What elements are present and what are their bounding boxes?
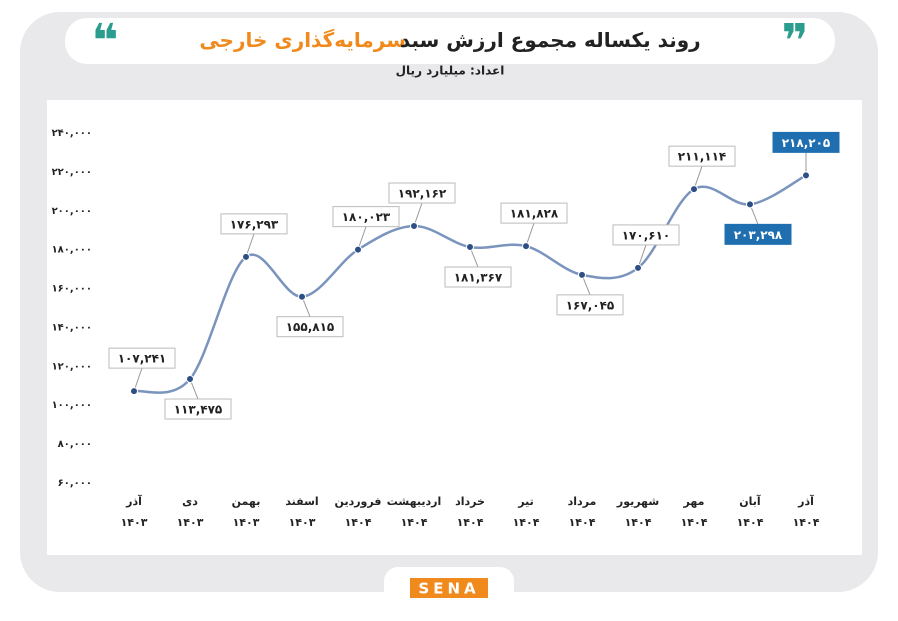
y-tick-label: ۱۶۰,۰۰۰ xyxy=(52,284,92,295)
label-box xyxy=(772,131,840,153)
x-tick-year: ۱۴۰۳ xyxy=(121,516,148,529)
label-leader xyxy=(357,226,367,250)
x-tick-label: خرداد xyxy=(455,495,485,508)
y-tick-label: ۱۸۰,۰۰۰ xyxy=(52,245,92,256)
point xyxy=(354,245,362,254)
title-box xyxy=(65,18,835,64)
plot-area xyxy=(47,100,862,555)
x-tick-label: فروردین xyxy=(335,495,382,508)
label-box xyxy=(724,223,792,245)
y-tick-label: ۱۲۰,۰۰۰ xyxy=(52,361,92,372)
point xyxy=(746,200,754,209)
label-leader xyxy=(133,367,143,392)
quote-mark: ❞ xyxy=(782,14,809,68)
point xyxy=(690,185,698,194)
value-label: ۱۸۱,۸۲۸ xyxy=(510,207,559,221)
x-tick-year: ۱۴۰۴ xyxy=(793,516,820,529)
y-tick-label: ۲۲۰,۰۰۰ xyxy=(52,167,92,178)
label-box xyxy=(556,294,624,316)
label-box xyxy=(612,224,680,246)
x-tick-label: شهریور xyxy=(616,495,659,508)
label-leader xyxy=(637,244,647,269)
x-tick-label: آذر xyxy=(125,494,142,508)
value-label: ۱۷۶,۲۹۳ xyxy=(230,217,279,231)
y-tick-label: ۶۰,۰۰۰ xyxy=(58,478,92,489)
point xyxy=(298,292,306,301)
label-box xyxy=(668,145,736,167)
chart-title-highlight: سرمایه‌گذاری خارجی xyxy=(199,28,406,52)
x-tick-year: ۱۴۰۴ xyxy=(513,516,540,529)
point xyxy=(802,171,810,180)
point xyxy=(466,243,474,252)
x-tick-label: تیر xyxy=(517,495,533,508)
label-box xyxy=(108,347,176,369)
point xyxy=(242,252,250,261)
chart-title: روند یکساله مجموع ارزش سبد xyxy=(400,28,701,52)
point xyxy=(186,375,194,384)
value-label: ۲۱۱,۱۱۴ xyxy=(678,150,727,164)
label-box xyxy=(388,182,456,204)
label-box xyxy=(444,266,512,288)
x-tick-year: ۱۴۰۴ xyxy=(737,516,764,529)
label-leader xyxy=(525,222,535,247)
chart-subtitle: اعداد: میلیارد ریال xyxy=(396,64,505,78)
value-label: ۱۷۰,۶۱۰ xyxy=(622,228,671,242)
label-box xyxy=(164,398,232,420)
y-tick-label: ۲۰۰,۰۰۰ xyxy=(52,206,92,217)
x-tick-year: ۱۴۰۳ xyxy=(289,516,316,529)
value-label: ۱۱۳,۴۷۵ xyxy=(174,403,223,417)
value-label: ۱۶۷,۰۴۵ xyxy=(566,298,615,312)
x-tick-year: ۱۴۰۴ xyxy=(569,516,596,529)
label-box xyxy=(220,213,288,235)
x-tick-label: اردیبهشت xyxy=(387,495,441,508)
value-label: ۱۹۲,۱۶۲ xyxy=(398,187,447,201)
x-tick-label: اسفند xyxy=(285,495,318,508)
label-leader xyxy=(413,202,423,227)
value-label: ۱۵۵,۸۱۵ xyxy=(286,320,335,334)
label-leader xyxy=(245,233,255,258)
point xyxy=(578,270,586,279)
label-box xyxy=(276,316,344,338)
x-tick-year: ۱۴۰۴ xyxy=(345,516,372,529)
chart-title-line: روند یکساله مجموع ارزش سبدسرمایه‌گذاری خ… xyxy=(199,28,700,52)
logo-box xyxy=(410,578,488,598)
x-tick-label: آبان xyxy=(739,494,761,508)
point xyxy=(634,263,642,272)
y-tick-label: ۱۰۰,۰۰۰ xyxy=(52,400,92,411)
label-leader xyxy=(693,166,703,190)
x-tick-year: ۱۴۰۴ xyxy=(625,516,652,529)
point xyxy=(410,222,418,231)
label-box xyxy=(500,202,568,224)
y-tick-label: ۸۰,۰۰۰ xyxy=(58,439,92,450)
quote-mark: ❝ xyxy=(92,14,119,68)
x-tick-year: ۱۴۰۴ xyxy=(401,516,428,529)
x-tick-year: ۱۴۰۳ xyxy=(233,516,260,529)
value-label: ۱۸۱,۳۶۷ xyxy=(454,271,503,285)
value-label: ۱۸۰,۰۲۳ xyxy=(342,210,391,224)
value-label: ۱۰۷,۲۴۱ xyxy=(118,352,167,366)
x-tick-year: ۱۴۰۴ xyxy=(681,516,708,529)
x-tick-label: مرداد xyxy=(568,495,597,508)
y-tick-label: ۱۴۰,۰۰۰ xyxy=(52,322,92,333)
x-tick-label: بهمن xyxy=(232,495,261,508)
x-tick-year: ۱۴۰۳ xyxy=(177,516,204,529)
point xyxy=(522,242,530,251)
point xyxy=(130,387,138,396)
brand: SENA xyxy=(418,580,479,598)
x-tick-label: دی xyxy=(182,495,198,508)
label-box xyxy=(332,206,400,228)
value-label: ۲۱۸,۲۰۵ xyxy=(782,136,831,150)
x-tick-label: مهر xyxy=(683,495,705,508)
x-tick-label: آذر xyxy=(797,494,814,508)
y-tick-label: ۲۴۰,۰۰۰ xyxy=(52,128,92,139)
x-tick-year: ۱۴۰۴ xyxy=(457,516,484,529)
value-label: ۲۰۳,۲۹۸ xyxy=(734,228,783,242)
